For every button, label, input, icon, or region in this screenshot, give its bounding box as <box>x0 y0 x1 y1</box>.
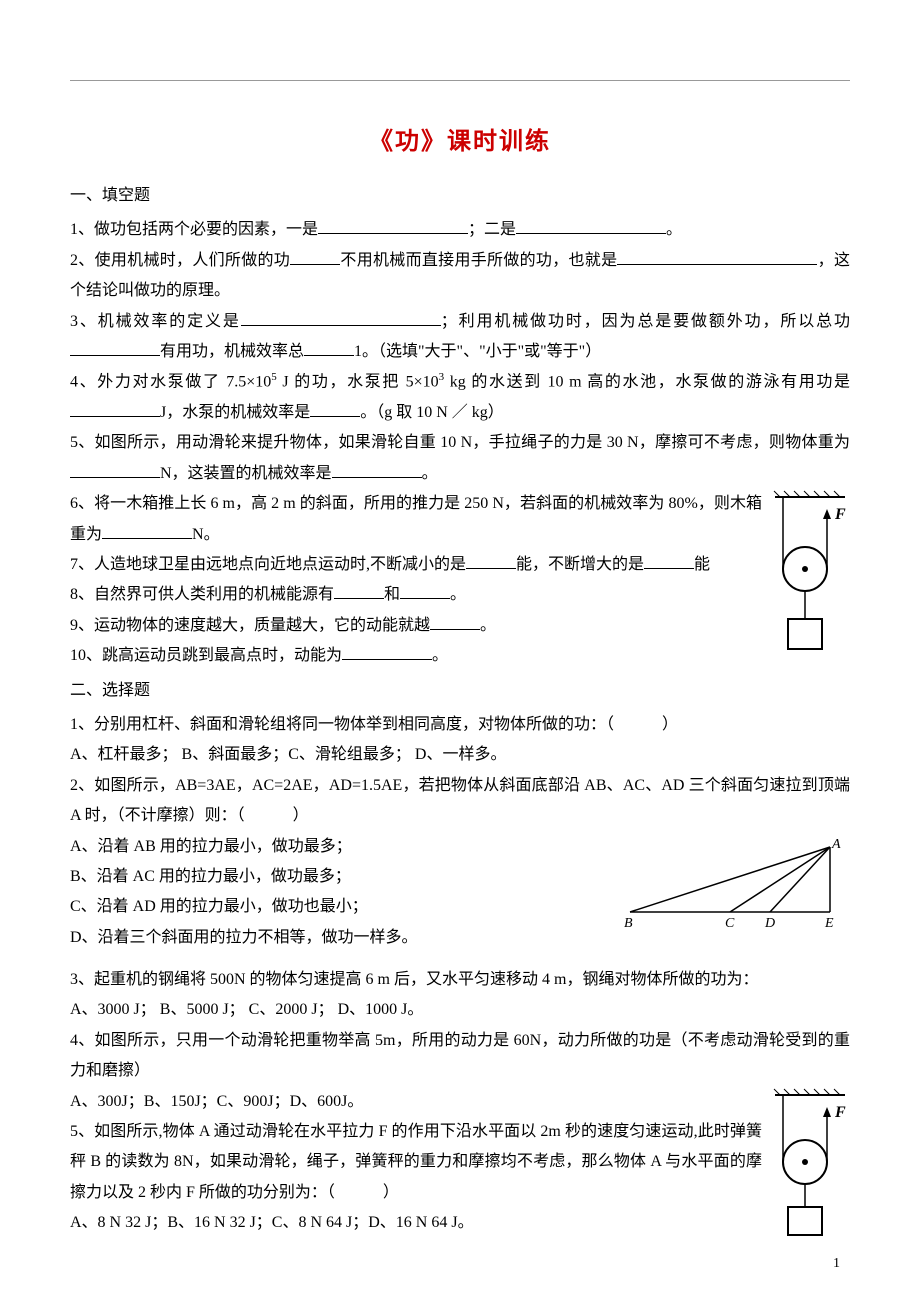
blank <box>304 339 354 356</box>
choice-q5-opts: A、8 N 32 J；B、16 N 32 J；C、8 N 64 J；D、16 N… <box>70 1208 762 1238</box>
q1-text-a: 1、做功包括两个必要的因素，一是 <box>70 221 318 238</box>
q3-text-a: 3、机械效率的定义是 <box>70 313 241 330</box>
fill-q6: 6、将一木箱推上长 6 m，高 2 m 的斜面，所用的推力是 250 N，若斜面… <box>70 489 762 550</box>
choice-q2-row: A、沿着 AB 用的拉力最小，做功最多； B、沿着 AC 用的拉力最小，做功最多… <box>70 832 850 954</box>
blank <box>332 461 422 478</box>
blank <box>241 309 441 326</box>
q4-text-b: J 的功，水泵把 5×10 <box>277 374 439 391</box>
q4-text-a: 4、外力对水泵做了 7.5×10 <box>70 374 271 391</box>
section-1-heading: 一、填空题 <box>70 181 850 211</box>
q8-text-c: 。 <box>450 586 466 603</box>
tri-label-c: C <box>725 916 735 931</box>
blank <box>70 461 160 478</box>
q4-text-e: 。（g 取 10 N ／ kg） <box>360 404 504 421</box>
choice-q3: 3、起重机的钢绳将 500N 的物体匀速提高 6 m 后，又水平匀速移动 4 m… <box>70 965 850 995</box>
blank <box>290 248 340 265</box>
blank <box>102 522 192 539</box>
fill-q3: 3、机械效率的定义是 ；利用机械做功时，因为总是要做额外功，所以总功有用功，机械效… <box>70 307 850 368</box>
tri-label-b: B <box>624 916 633 931</box>
q8-text-b: 和 <box>384 586 400 603</box>
choice-q2-c: C、沿着 AD 用的拉力最小，做功也最小； <box>70 892 612 922</box>
q7-text-c: 能 <box>694 556 710 573</box>
q4-text-c: kg 的水送到 10 m 高的水池，水泵做的游泳有用功是 <box>444 374 850 391</box>
blank <box>334 582 384 599</box>
q5-text-a: 5、如图所示，用动滑轮来提升物体，如果滑轮自重 10 N，手拉绳子的力是 30 … <box>70 434 850 451</box>
choice-q4-q5-row: A、300J；B、150J；C、900J；D、600J。 5、如图所示,物体 A… <box>70 1087 850 1252</box>
q2-text-b: 不用机械而直接用手所做的功，也就是 <box>340 252 617 269</box>
choice-q2-a: A、沿着 AB 用的拉力最小，做功最多； <box>70 832 612 862</box>
fill-q7: 7、人造地球卫星由远地点向近地点运动时,不断减小的是 能，不断增大的是 能 <box>70 550 762 580</box>
fill-q8: 8、自然界可供人类利用的机械能源有 和 。 <box>70 580 762 610</box>
pulley-figure-1: F <box>770 489 850 659</box>
q7-text-b: 能，不断增大的是 <box>516 556 644 573</box>
tri-label-a: A <box>831 837 841 852</box>
q5-text-c: 。 <box>422 465 438 482</box>
q3-text-b: ；利用机械做功时，因为总是要做额外功，所以总功 <box>441 313 850 330</box>
q9-text-a: 9、运动物体的速度越大，质量越大，它的动能就越 <box>70 617 430 634</box>
q3-text-c: 有用功，机械效率总 <box>160 343 304 360</box>
blank <box>430 613 480 630</box>
fill-q9: 9、运动物体的速度越大，质量越大，它的动能就越 。 <box>70 611 762 641</box>
blank <box>70 339 160 356</box>
blank <box>617 248 817 265</box>
choice-q5-stem: 5、如图所示,物体 A 通过动滑轮在水平拉力 F 的作用下沿水平面以 2m 秒的… <box>70 1117 762 1208</box>
blank <box>318 217 468 234</box>
fill-q5: 5、如图所示，用动滑轮来提升物体，如果滑轮自重 10 N，手拉绳子的力是 30 … <box>70 428 850 489</box>
blank <box>644 552 694 569</box>
force-label: F <box>834 506 846 523</box>
fill-q4: 4、外力对水泵做了 7.5×105 J 的功，水泵把 5×103 kg 的水送到… <box>70 367 850 428</box>
page-number: 1 <box>833 1256 840 1272</box>
fill-q2: 2、使用机械时，人们所做的功不用机械而直接用手所做的功，也就是，这个结论叫做功的… <box>70 246 850 307</box>
q5-text-b: N，这装置的机械效率是 <box>160 465 332 482</box>
choice-q4-stem: 4、如图所示，只用一个动滑轮把重物举高 5m，所用的动力是 60N，动力所做的功… <box>70 1026 850 1087</box>
pulley-figure-2: F <box>770 1087 850 1247</box>
tri-label-d: D <box>764 916 775 931</box>
blank <box>310 400 360 417</box>
q7-text-a: 7、人造地球卫星由远地点向近地点运动时,不断减小的是 <box>70 556 466 573</box>
tri-label-e: E <box>824 916 834 931</box>
page-title: 《功》课时训练 <box>70 121 850 156</box>
q8-text-a: 8、自然界可供人类利用的机械能源有 <box>70 586 334 603</box>
q1-text-b: ；二是 <box>468 221 516 238</box>
choice-q2-stem: 2、如图所示，AB=3AE，AC=2AE，AD=1.5AE，若把物体从斜面底部沿… <box>70 771 850 832</box>
q4-text-d: J，水泵的机械效率是 <box>160 404 310 421</box>
blank <box>400 582 450 599</box>
fill-q1: 1、做功包括两个必要的因素，一是 ；二是 。 <box>70 215 850 245</box>
triangle-figure: A B C D E <box>620 832 850 932</box>
section-2-heading: 二、选择题 <box>70 676 850 706</box>
choice-q3-opts: A、3000 J； B、5000 J； C、2000 J； D、1000 J。 <box>70 995 850 1025</box>
q1-text-c: 。 <box>666 221 682 238</box>
choice-q2-d: D、沿着三个斜面用的拉力不相等，做功一样多。 <box>70 923 612 953</box>
choice-q2-b: B、沿着 AC 用的拉力最小，做功最多； <box>70 862 612 892</box>
choice-q1: 1、分别用杠杆、斜面和滑轮组将同一物体举到相同高度，对物体所做的功：（ ） <box>70 710 850 740</box>
q6-text-b: N。 <box>192 526 220 543</box>
q10-text-a: 10、跳高运动员跳到最高点时，动能为 <box>70 647 342 664</box>
top-rule <box>70 80 850 81</box>
force-label-2: F <box>834 1104 846 1121</box>
blank <box>342 643 432 660</box>
q3-text-d: 1。（选填"大于"、"小于"或"等于"） <box>354 343 601 360</box>
blank <box>516 217 666 234</box>
fill-q6-q10-row: 6、将一木箱推上长 6 m，高 2 m 的斜面，所用的推力是 250 N，若斜面… <box>70 489 850 671</box>
choice-q1-opts: A、杠杆最多； B、斜面最多；C、滑轮组最多； D、一样多。 <box>70 740 850 770</box>
q9-text-b: 。 <box>480 617 496 634</box>
choice-q4-opts: A、300J；B、150J；C、900J；D、600J。 <box>70 1087 762 1117</box>
blank <box>70 400 160 417</box>
q2-text-a: 2、使用机械时，人们所做的功 <box>70 252 290 269</box>
q10-text-b: 。 <box>432 647 448 664</box>
fill-q10: 10、跳高运动员跳到最高点时，动能为 。 <box>70 641 762 671</box>
blank <box>466 552 516 569</box>
